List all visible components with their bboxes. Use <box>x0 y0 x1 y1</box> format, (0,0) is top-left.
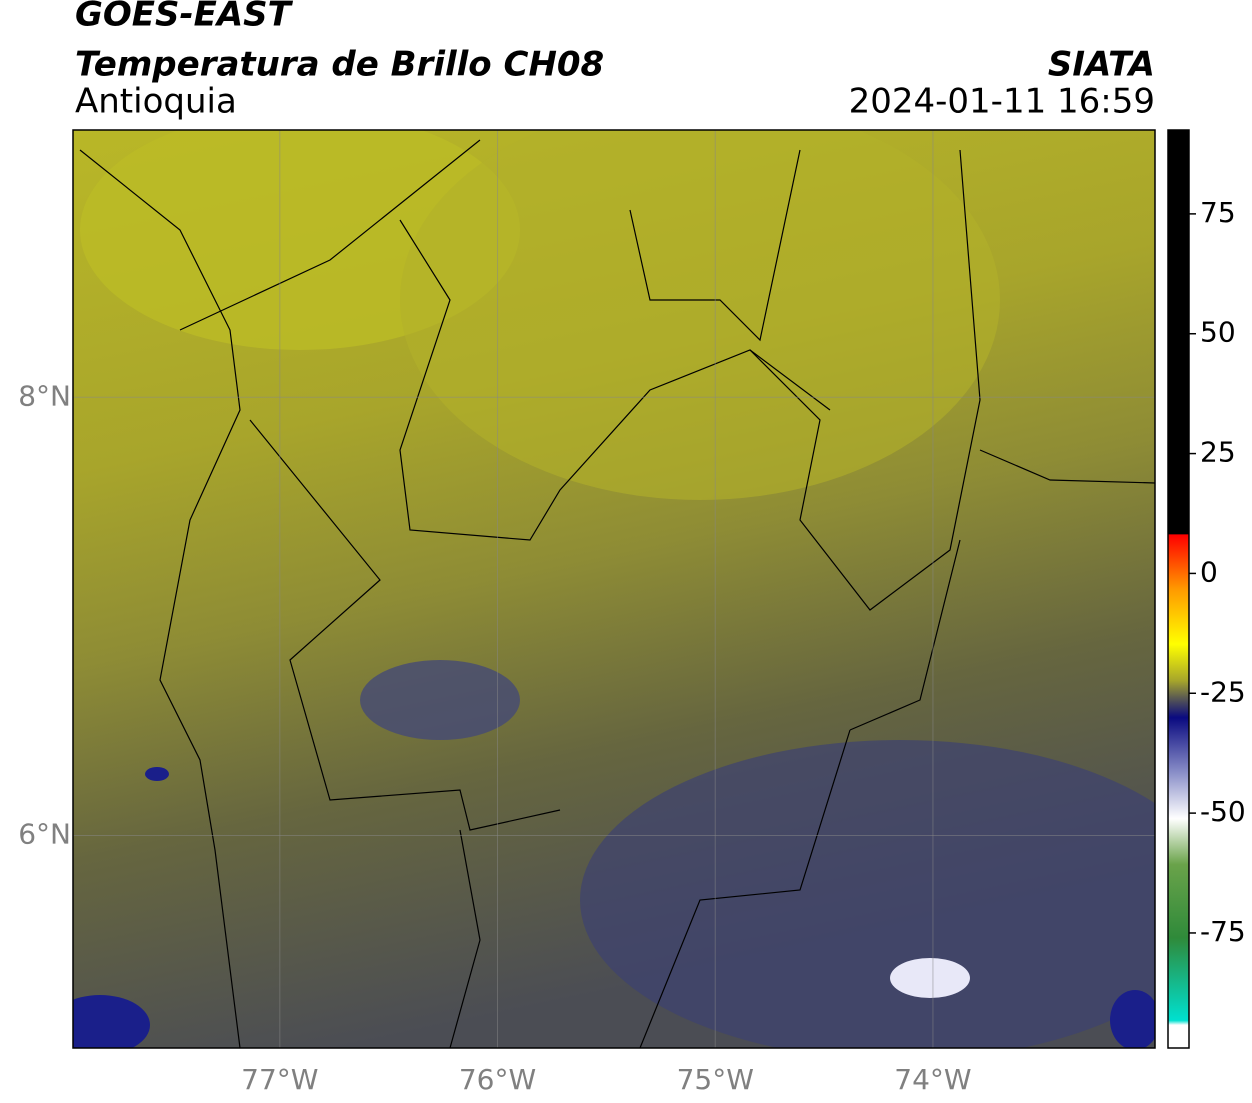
colorbar-tick-label: 75 <box>1200 196 1236 229</box>
source: SIATA <box>1048 45 1155 85</box>
map-patch <box>145 767 169 781</box>
map-patch <box>890 958 970 998</box>
colorbar-tick-label: 50 <box>1200 316 1236 349</box>
x-tick-label: 77°W <box>241 1063 318 1096</box>
map-patch <box>73 995 150 1048</box>
colorbar-tick-label: 0 <box>1200 555 1218 588</box>
map-patch <box>1110 990 1155 1048</box>
map-frame <box>72 129 1156 1049</box>
colorbar-tick-label: -75 <box>1200 915 1246 948</box>
grid <box>73 130 1155 1048</box>
map-patch <box>360 660 520 740</box>
title: GOES-EAST <box>75 0 294 35</box>
map-patch <box>580 740 1155 1048</box>
datetime: 2024-01-11 16:59 <box>849 82 1155 122</box>
subtitle: Temperatura de Brillo CH08 <box>75 45 604 85</box>
region: Antioquia <box>75 82 237 122</box>
colorbar-tick-label: -50 <box>1200 795 1246 828</box>
colorbar <box>1167 129 1190 1049</box>
x-tick-label: 75°W <box>677 1063 754 1096</box>
colorbar-tick-label: 25 <box>1200 436 1236 469</box>
x-tick-label: 76°W <box>459 1063 536 1096</box>
y-tick-label: 6°N <box>18 817 71 850</box>
y-tick-label: 8°N <box>18 379 71 412</box>
x-tick-label: 74°W <box>894 1063 971 1096</box>
map-image <box>73 130 1155 1048</box>
ticks: 77°W 76°W 75°W 74°W 8°N 6°N 75 50 25 0 -25 -50 -75 <box>18 196 1246 1096</box>
colorbar-tick-label: -25 <box>1200 675 1246 708</box>
borders <box>79 139 1155 1048</box>
map-patch <box>400 130 1000 500</box>
